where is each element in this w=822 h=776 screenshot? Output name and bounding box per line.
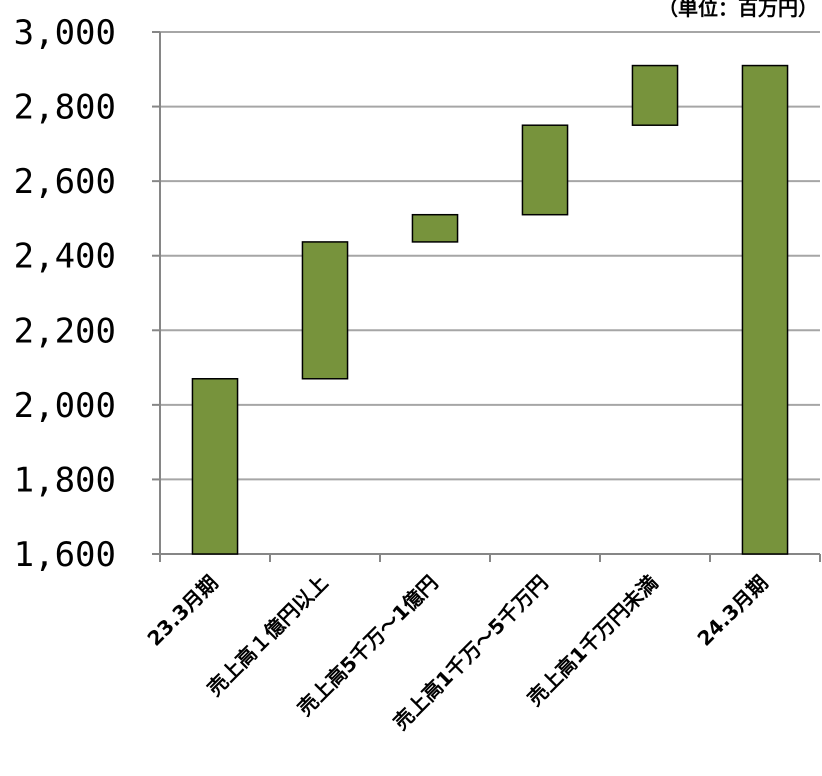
- y-tick-label: 2,200: [14, 311, 116, 351]
- x-tick-label: 23.3月期: [142, 571, 222, 651]
- bar-3: [411, 213, 459, 243]
- bar-5: [631, 64, 679, 126]
- y-tick-label: 2,400: [14, 237, 116, 277]
- bar-1: [191, 378, 239, 555]
- x-tick-label: 売上高１億円以上: [202, 571, 332, 701]
- x-tick-label: 24.3月期: [692, 571, 772, 651]
- y-tick-label: 2,800: [14, 88, 116, 128]
- y-tick-label: 3,000: [14, 13, 116, 53]
- y-tick-label: 2,600: [14, 162, 116, 202]
- bar-6: [741, 64, 789, 555]
- unit-note: （単位：百万円）: [658, 0, 818, 20]
- bar-2: [301, 241, 349, 380]
- bar-4: [521, 124, 569, 216]
- y-tick-label: 2,000: [14, 386, 116, 426]
- y-tick-label: 1,600: [14, 535, 116, 575]
- y-tick-label: 1,800: [14, 460, 116, 500]
